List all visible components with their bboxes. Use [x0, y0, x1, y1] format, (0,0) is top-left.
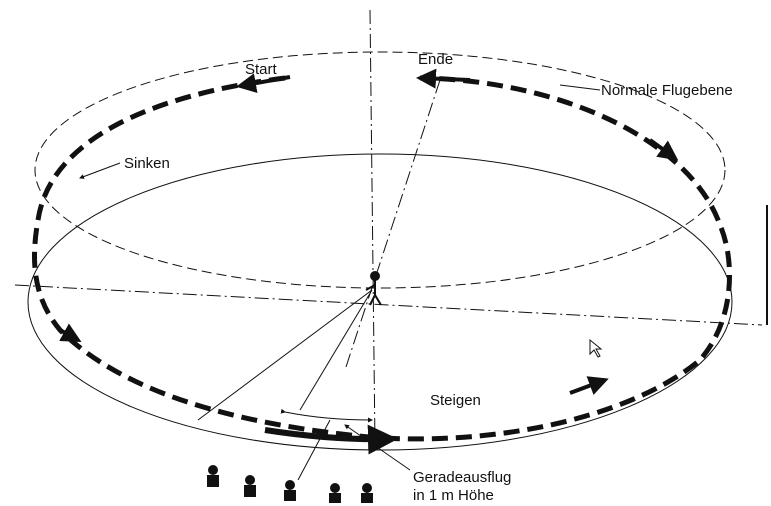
label: Start — [245, 61, 278, 78]
line — [299, 289, 373, 411]
leader-gerade — [344, 424, 411, 471]
upper-plane — [34, 51, 726, 289]
arrow-left — [59, 323, 82, 342]
horizontal-axis — [14, 284, 763, 326]
cursor — [589, 338, 603, 358]
figure — [14, 9, 768, 503]
label: Normale Flugebene — [601, 82, 733, 99]
label: Sinken — [124, 155, 170, 172]
arrow-start — [236, 73, 291, 94]
label: Ende — [418, 51, 453, 68]
label: in 1 m Höhe — [413, 487, 494, 504]
leader-normal — [559, 84, 601, 91]
pilot — [365, 271, 382, 306]
arrow-steigen — [569, 376, 609, 395]
leader-sinken — [79, 162, 121, 179]
angle-arc — [280, 408, 373, 423]
label: Steigen — [430, 392, 481, 409]
line — [297, 419, 331, 481]
vertical-axis — [369, 9, 376, 446]
arrow-ende — [416, 68, 471, 89]
label: Geradeausflug — [413, 469, 511, 486]
diagonal-axis — [344, 79, 441, 371]
line — [197, 289, 373, 421]
arrow-right — [648, 138, 679, 161]
spectators — [207, 465, 373, 503]
straight-flight — [264, 424, 398, 455]
